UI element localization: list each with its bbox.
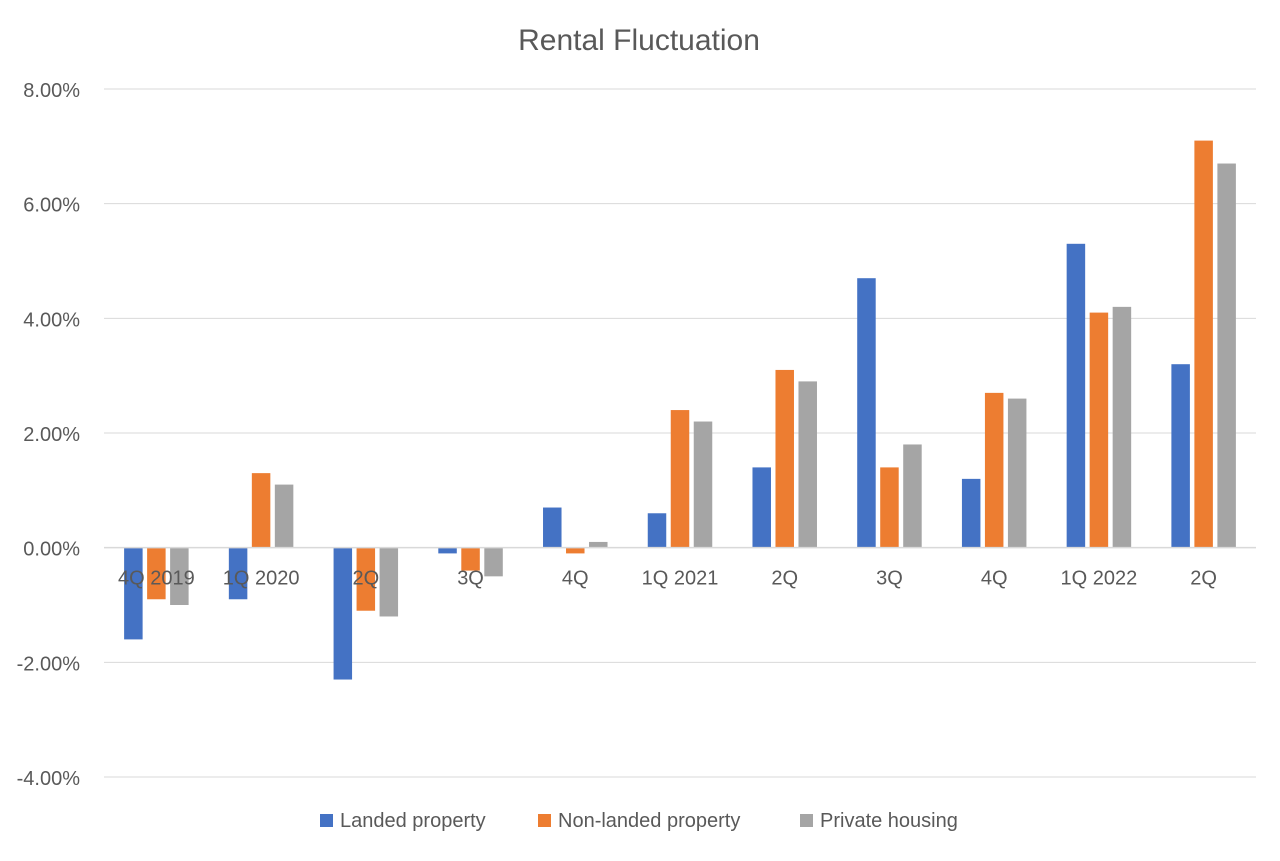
bar (438, 547, 457, 554)
y-axis-tick-labels: -4.00% -2.00% 0.00% 2.00% 4.00% 6.00% 8.00% (17, 80, 81, 790)
x-tick-label: 2Q (352, 568, 379, 590)
bar (228, 547, 248, 600)
bar (647, 513, 667, 548)
x-tick-label: 4Q (562, 568, 589, 590)
bar (147, 547, 166, 600)
legend-label: Landed property (340, 810, 486, 832)
bar (1007, 398, 1027, 548)
x-tick-label: 2Q (1190, 568, 1217, 590)
bar (461, 547, 480, 571)
x-tick-label: 1Q 2021 (642, 568, 719, 590)
bar (984, 392, 1004, 548)
bar (333, 547, 353, 680)
bar (1171, 364, 1190, 548)
legend-label: Non-landed property (558, 810, 740, 832)
bar (379, 547, 399, 617)
legend-swatch (800, 814, 813, 827)
bar (1066, 243, 1086, 548)
bars (124, 140, 1236, 680)
x-tick-label: 1Q 2020 (223, 568, 300, 590)
y-tick-label: -4.00% (17, 768, 81, 790)
legend-swatch (320, 814, 333, 827)
x-tick-label: 4Q 2019 (118, 568, 195, 590)
bar (356, 547, 376, 611)
y-tick-label: 4.00% (23, 309, 80, 331)
y-tick-label: 6.00% (23, 195, 80, 217)
y-tick-label: 8.00% (23, 80, 80, 102)
bar (1194, 140, 1213, 548)
x-tick-label: 1Q 2022 (1061, 568, 1138, 590)
bar (961, 478, 981, 548)
bar (1089, 312, 1109, 548)
legend: Landed property Non-landed property Privat… (320, 810, 958, 832)
bar (880, 467, 899, 548)
x-axis-category-labels: 4Q 2019 1Q 2020 2Q 3Q 4Q 1Q 2021 2Q 3Q 4Q 1Q 2022… (118, 568, 1217, 590)
bar (170, 547, 189, 605)
bar (670, 410, 690, 548)
legend-swatch (538, 814, 551, 827)
bar (124, 547, 143, 640)
bar (693, 421, 713, 548)
x-tick-label: 3Q (876, 568, 903, 590)
bar (775, 369, 794, 548)
bar (798, 381, 817, 548)
x-tick-label: 3Q (457, 568, 484, 590)
bar (752, 467, 771, 548)
bar (251, 473, 271, 548)
x-tick-label: 4Q (981, 568, 1008, 590)
bar (543, 507, 562, 548)
bar (903, 444, 922, 548)
x-tick-label: 2Q (771, 568, 798, 590)
y-tick-label: -2.00% (17, 653, 81, 675)
y-tick-label: 2.00% (23, 424, 80, 446)
chart-title: Rental Fluctuation (518, 24, 760, 57)
legend-label: Private housing (820, 810, 958, 832)
bar (589, 541, 608, 548)
bar (274, 484, 294, 548)
bar (1112, 306, 1132, 548)
y-tick-label: 0.00% (23, 539, 80, 561)
bar (857, 278, 876, 548)
bar (566, 547, 585, 554)
bar (484, 547, 503, 577)
bar (1217, 163, 1236, 548)
